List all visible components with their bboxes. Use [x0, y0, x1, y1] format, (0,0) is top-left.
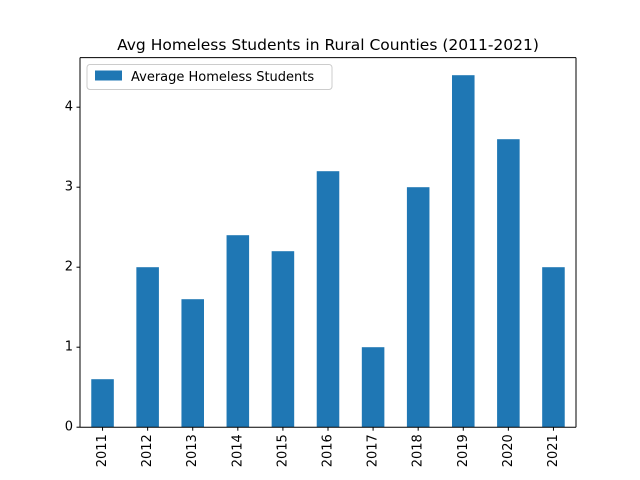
x-tick-label-2016: 2016	[321, 434, 336, 467]
x-tick-label-2012: 2012	[140, 434, 155, 467]
bar-2013	[181, 299, 204, 428]
legend-frame	[86, 64, 333, 90]
bar-2021	[542, 267, 565, 428]
bar-2016	[316, 171, 340, 428]
chart-title: Avg Homeless Students in Rural Counties …	[117, 36, 539, 54]
bar-2018	[406, 187, 430, 428]
bars-layer	[91, 75, 565, 428]
bar-2014	[226, 235, 250, 428]
x-tick-label-2014: 2014	[230, 434, 245, 467]
y-tick-label-1: 1	[65, 340, 73, 355]
bar-2015	[271, 251, 295, 428]
x-tick-label-2020: 2020	[501, 434, 516, 467]
x-tick-label-2018: 2018	[411, 434, 426, 467]
x-tick-label-2021: 2021	[546, 434, 561, 467]
y-tick-label-0: 0	[65, 420, 73, 435]
x-tick-label-2011: 2011	[95, 434, 110, 467]
bar-2020	[497, 139, 520, 428]
y-tick-label-2: 2	[65, 260, 73, 275]
legend-label: Average Homeless Students	[131, 70, 314, 85]
x-axis-ticks: 2011 2012 2013 2014 2015 2016 2017 2018 2019 2020…	[95, 427, 561, 467]
x-tick-label-2015: 2015	[275, 434, 290, 467]
y-tick-label-3: 3	[65, 180, 73, 195]
x-tick-label-2017: 2017	[366, 434, 381, 467]
bar-2012	[136, 267, 159, 428]
x-tick-label-2013: 2013	[185, 434, 200, 467]
bar-2017	[361, 347, 385, 428]
y-axis-ticks: 0 1 2 3 4	[65, 100, 80, 435]
bar-2011	[91, 379, 114, 428]
bar-2019	[452, 75, 475, 428]
legend: Average Homeless Students	[86, 64, 333, 90]
y-tick-label-4: 4	[65, 100, 73, 115]
x-tick-label-2019: 2019	[456, 434, 471, 467]
legend-swatch	[95, 70, 122, 81]
